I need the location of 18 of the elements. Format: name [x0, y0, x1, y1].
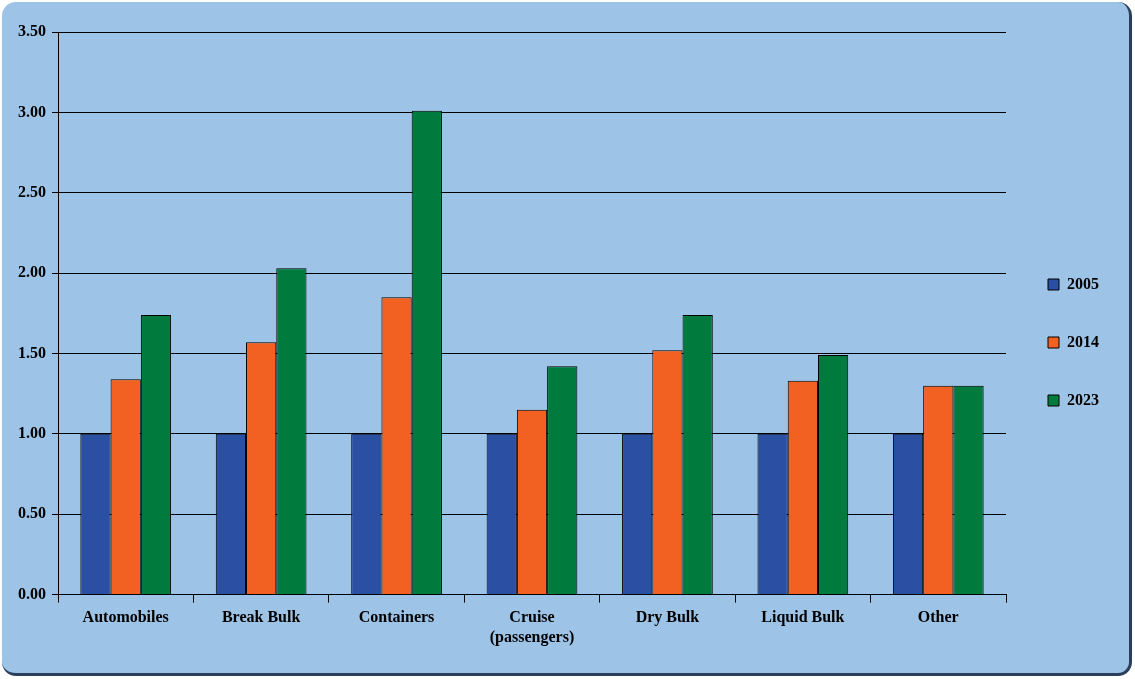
y-tick-label: 2.00: [18, 263, 46, 281]
y-tick-label: 3.00: [18, 102, 46, 120]
y-tick-label: 2.50: [18, 182, 46, 200]
legend-label: 2014: [1067, 332, 1099, 350]
x-tick-label: Cruise (passengers): [489, 608, 575, 646]
y-tick-label: 0.00: [18, 584, 46, 602]
x-tick-label: Containers: [358, 608, 435, 626]
legend-label: 2005: [1067, 274, 1099, 292]
x-tick-label: Break Bulk: [221, 608, 301, 626]
x-tick-label: Other: [917, 608, 959, 626]
legend-label: 2023: [1067, 390, 1099, 408]
x-tick-label: Automobiles: [82, 608, 169, 626]
y-tick-label: 1.00: [18, 424, 46, 441]
x-tick-label: Liquid Bulk: [761, 608, 845, 627]
y-tick-label: 1.50: [18, 343, 46, 361]
y-tick-label: 0.50: [18, 504, 46, 522]
x-tick-label: Dry Bulk: [635, 608, 700, 627]
y-tick-label: 3.50: [18, 22, 46, 40]
